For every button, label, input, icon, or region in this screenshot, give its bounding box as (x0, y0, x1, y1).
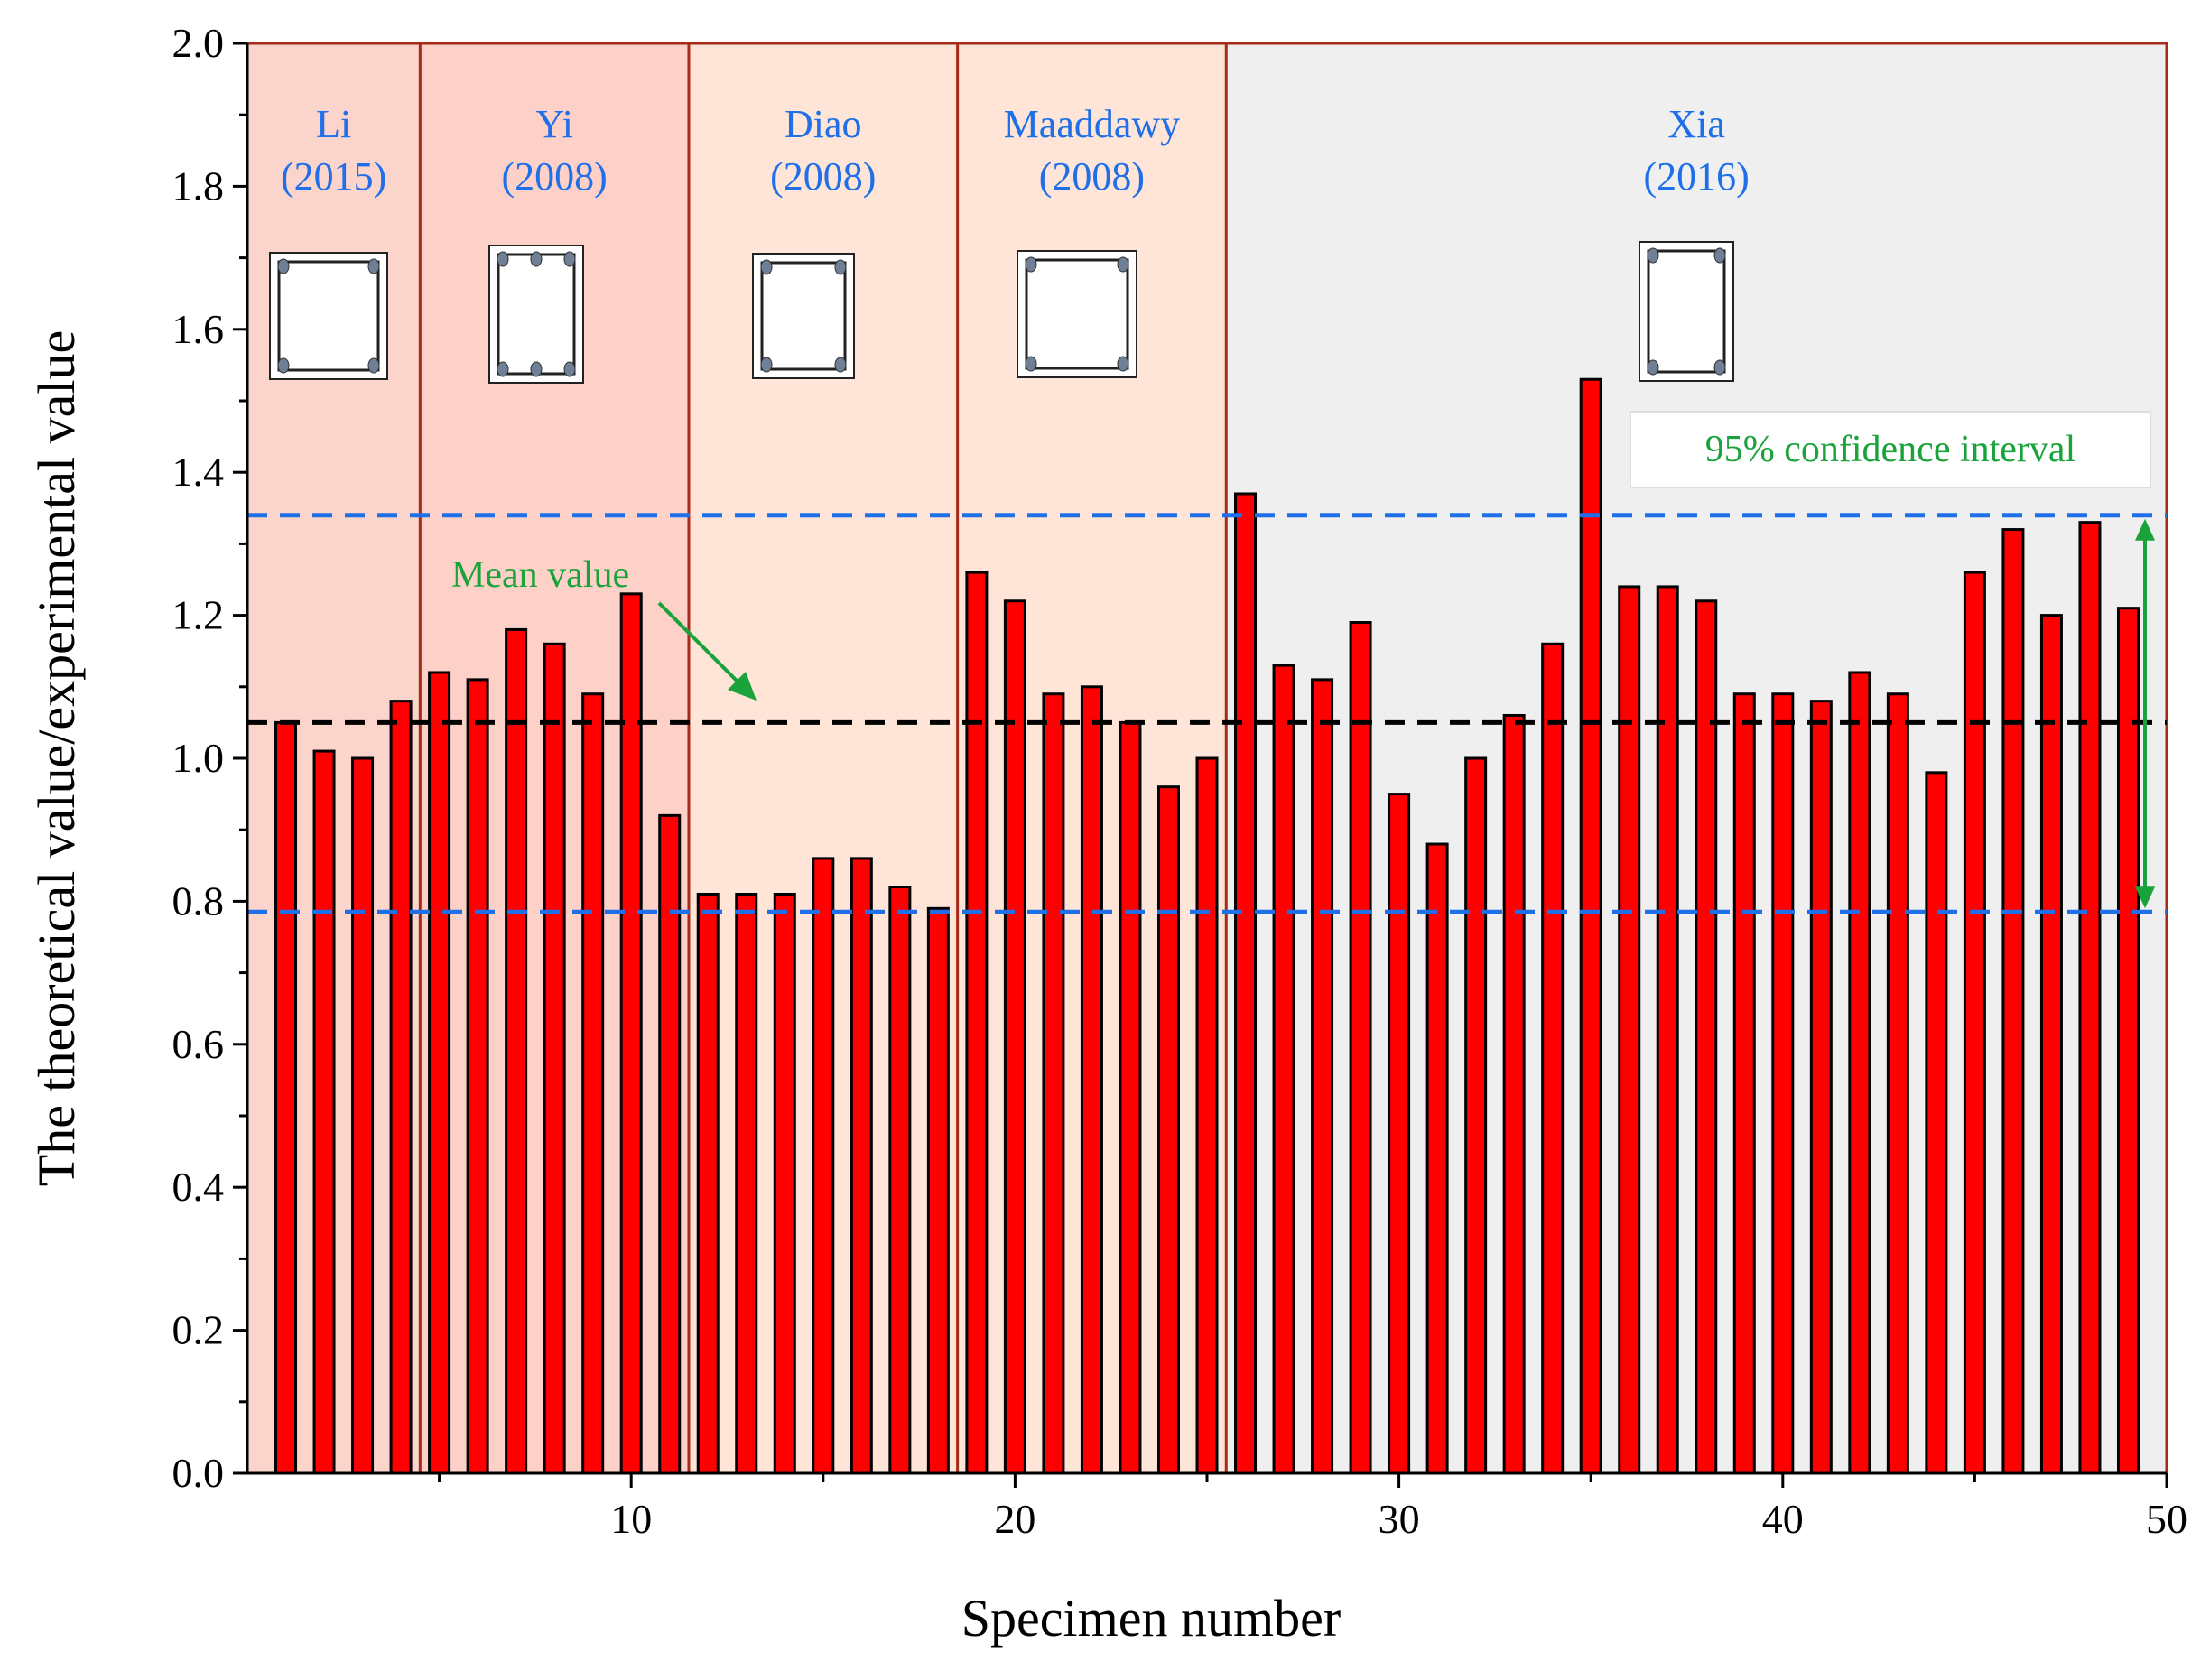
region-label-year: (2008) (770, 154, 876, 199)
axes: 0.0 0.2 0.4 0.6 0.8 1.0 1.2 1.4 1.6 1.8 2.0 10 20 30 4… (172, 20, 2188, 1542)
x-tick-label: 10 (610, 1496, 652, 1542)
region-label-year: (2016) (1643, 154, 1749, 199)
bar (926, 906, 950, 1475)
bar (312, 749, 336, 1475)
bar (1272, 664, 1295, 1475)
y-tick-label: 1.6 (172, 306, 225, 352)
x-tick-label: 40 (1762, 1496, 1804, 1542)
bar (274, 720, 298, 1475)
bar (812, 857, 835, 1475)
bar (389, 700, 413, 1475)
bar (773, 892, 796, 1475)
bar (965, 571, 989, 1475)
bar (1963, 571, 1986, 1475)
y-tick-label: 0.0 (172, 1450, 225, 1496)
bar (1809, 700, 1833, 1475)
bar (1119, 720, 1142, 1475)
cross-section-rect-4bars-icon (269, 252, 388, 380)
y-tick-label: 0.2 (172, 1307, 225, 1353)
bar (1656, 585, 1679, 1475)
bar (2078, 521, 2102, 1475)
bar (619, 592, 643, 1475)
region-label-year: (2008) (502, 154, 608, 199)
bar (1695, 599, 1718, 1475)
bar (505, 627, 528, 1475)
bar (1080, 685, 1103, 1475)
cross-section-square-4bars-icon (1017, 250, 1138, 378)
bar (1311, 678, 1334, 1475)
bar (1388, 793, 1411, 1475)
x-tick-label: 30 (1379, 1496, 1420, 1542)
region-label-name: Maaddawy (1004, 102, 1181, 146)
bar (351, 756, 375, 1475)
region-label-year: (2015) (281, 154, 386, 199)
bar (2001, 528, 2025, 1475)
bar (1579, 377, 1602, 1475)
bar (1771, 692, 1795, 1475)
bar (1003, 599, 1026, 1475)
cross-section-icons (269, 241, 1734, 384)
bar (466, 678, 489, 1475)
bar (850, 857, 873, 1475)
x-axis-title: Specimen number (961, 1589, 1341, 1648)
mean-arrow-icon (657, 601, 757, 701)
bar (428, 671, 451, 1475)
y-tick-label: 0.6 (172, 1021, 225, 1067)
bar (2039, 614, 2063, 1475)
y-axis-title: The theoretical value/experimental value (27, 330, 86, 1186)
y-tick-label: 1.0 (172, 735, 225, 781)
bar (1464, 756, 1488, 1475)
annotations: 95% confidence interval Mean value (451, 411, 2155, 909)
y-tick-label: 1.8 (172, 162, 225, 209)
cross-section-rect-4bars-icon (752, 253, 855, 379)
x-tick-label: 20 (994, 1496, 1035, 1542)
region-label-year: (2008) (1039, 154, 1145, 199)
ci-label-box (1630, 411, 2151, 488)
ci-double-arrow-icon (2135, 518, 2155, 909)
y-tick-label: 0.8 (172, 877, 225, 924)
bar (1042, 692, 1065, 1475)
bar (1541, 642, 1565, 1475)
region-label-name: Yi (535, 102, 573, 146)
x-tick-label: 50 (2146, 1496, 2187, 1542)
bar (696, 892, 720, 1475)
bar (1502, 713, 1526, 1475)
bar (1925, 771, 1948, 1475)
bar (1156, 785, 1180, 1475)
bar (543, 642, 566, 1475)
bar (1234, 492, 1258, 1475)
bar (735, 892, 758, 1475)
y-tick-label: 1.2 (172, 592, 225, 638)
bar (888, 886, 912, 1475)
bar (1848, 671, 1871, 1475)
bar-series (274, 377, 2140, 1475)
bar (1425, 842, 1449, 1475)
cross-section-rect-6bars-icon (488, 245, 584, 384)
reference-lines (247, 513, 2167, 914)
y-tick-label: 1.4 (172, 449, 225, 495)
y-tick-label: 2.0 (172, 20, 225, 66)
bar (581, 692, 605, 1475)
bar (1195, 756, 1219, 1475)
bar (1349, 621, 1372, 1475)
region-label-name: Li (316, 102, 351, 146)
y-tick-label: 0.4 (172, 1164, 225, 1210)
ci-label: 95% confidence interval (1705, 429, 2075, 470)
cross-section-tall-4bars-icon (1639, 241, 1734, 382)
region-labels: Li (2015) Yi (2008) Diao (2008) Maaddawy (2008)… (281, 102, 1750, 199)
bar (1886, 692, 1909, 1475)
region-label-name: Xia (1667, 102, 1725, 146)
mean-label: Mean value (451, 554, 629, 596)
region-label-name: Diao (785, 102, 862, 146)
bar (1618, 585, 1641, 1475)
bar (1732, 692, 1756, 1475)
bar (2116, 607, 2140, 1475)
